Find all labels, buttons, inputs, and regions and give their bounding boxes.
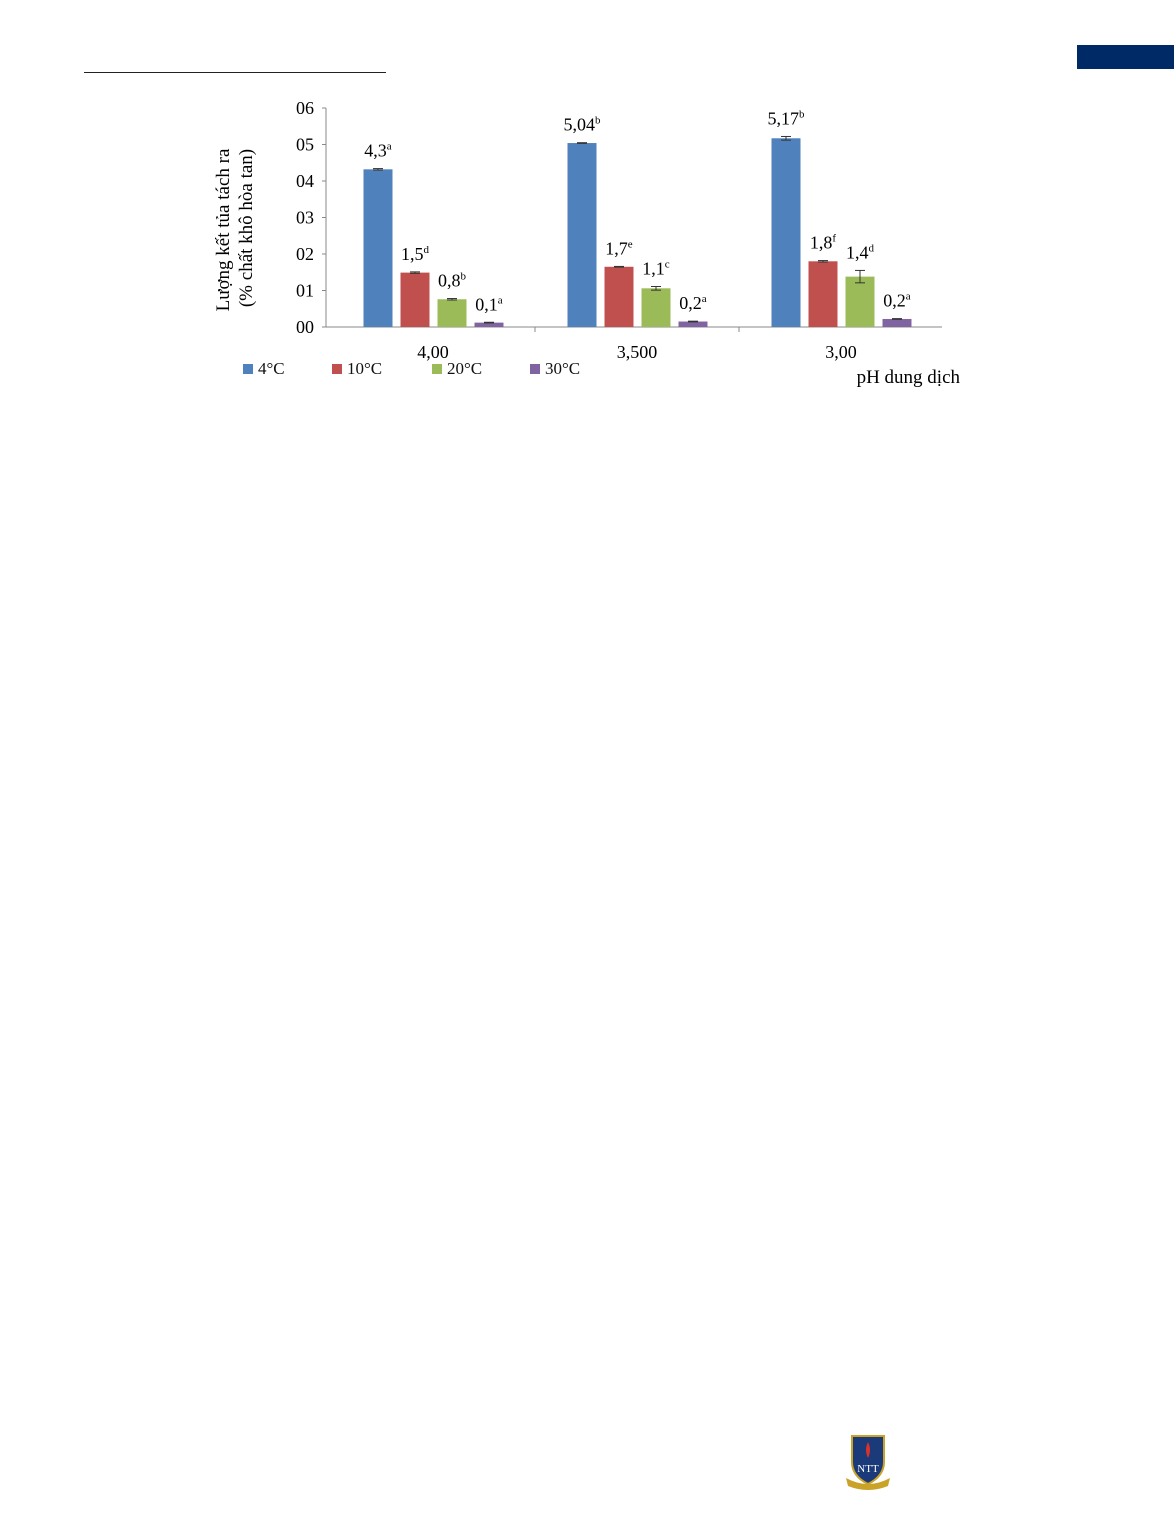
data-label: 1,1c — [642, 258, 670, 278]
legend-item-10c: 10°C — [332, 358, 382, 380]
bar — [437, 299, 467, 327]
y-tick-label: 02 — [296, 244, 314, 264]
data-label-significance: a — [387, 141, 392, 153]
bar — [604, 266, 634, 327]
y-tick-label: 03 — [296, 208, 314, 228]
data-label-significance: d — [869, 242, 875, 254]
data-label-value: 0,2 — [883, 291, 906, 311]
data-label: 0,8b — [438, 271, 467, 291]
legend-item-4c: 4°C — [243, 358, 285, 380]
bar — [474, 322, 504, 327]
data-label-significance: a — [702, 293, 707, 305]
data-label-value: 0,2 — [679, 293, 702, 313]
data-label: 1,4d — [846, 242, 875, 262]
bar — [808, 261, 838, 327]
y-axis-label: Lượng kết tủa tách ra — [213, 148, 234, 311]
data-label-significance: b — [799, 108, 805, 120]
data-label-value: 1,4 — [846, 242, 869, 262]
data-label-significance: a — [906, 291, 911, 303]
legend-item-20c: 20°C — [432, 358, 482, 380]
legend-swatch — [530, 364, 540, 374]
data-label: 0,2a — [883, 291, 911, 311]
x-tick-label: 3,500 — [617, 342, 658, 362]
data-label-value: 5,04 — [564, 115, 596, 135]
bar — [363, 169, 393, 327]
data-label-significance: c — [665, 258, 670, 270]
bar — [771, 138, 801, 327]
data-label-significance: e — [628, 238, 633, 250]
chart-data-labels: 4,3a1,5d0,8b0,1a5,04b1,7e1,1c0,2a5,17b1,… — [364, 108, 911, 314]
data-label-significance: a — [498, 294, 503, 306]
data-label-value: 4,3 — [364, 141, 387, 161]
data-label: 0,1a — [475, 294, 503, 314]
y-tick-label: 04 — [296, 171, 314, 191]
y-axis-label-unit: (% chất khô hòa tan) — [236, 149, 257, 307]
x-tick-label: 4,00 — [417, 342, 449, 362]
legend-label: 4°C — [258, 359, 285, 378]
svg-text:NTT: NTT — [857, 1463, 879, 1475]
data-label-value: 0,1 — [475, 294, 498, 314]
data-label-value: 5,17 — [768, 108, 800, 128]
x-axis-label: pH dung dịch — [857, 367, 961, 388]
data-label-significance: f — [832, 233, 836, 245]
y-tick-label: 06 — [296, 98, 314, 118]
data-label-significance: d — [424, 244, 430, 256]
data-label: 5,04b — [564, 115, 602, 135]
bar — [678, 321, 708, 327]
university-logo: NTT — [846, 1435, 890, 1490]
legend-swatch — [432, 364, 442, 374]
data-label-significance: b — [595, 115, 601, 127]
bar — [882, 318, 912, 327]
corner-tab — [1077, 45, 1174, 69]
legend-label: 10°C — [347, 359, 383, 378]
legend-swatch — [243, 364, 253, 374]
bar — [567, 143, 597, 327]
legend-label: 20°C — [447, 359, 483, 378]
data-label: 1,8f — [810, 233, 837, 253]
bar — [641, 288, 671, 327]
data-label-significance: b — [461, 271, 467, 283]
data-label: 1,5d — [401, 244, 430, 264]
data-label-value: 1,5 — [401, 244, 424, 264]
legend-swatch — [332, 364, 342, 374]
data-label: 1,7e — [605, 238, 633, 258]
data-label: 4,3a — [364, 141, 392, 161]
legend-label: 30°C — [545, 359, 581, 378]
legend-item-30c: 30°C — [530, 358, 580, 380]
y-tick-label: 01 — [296, 281, 314, 301]
header-rule — [84, 72, 386, 73]
y-tick-label: 05 — [296, 135, 314, 155]
bar — [400, 272, 430, 327]
data-label-value: 1,1 — [642, 258, 665, 278]
y-tick-label: 00 — [296, 317, 314, 337]
data-label-value: 1,7 — [605, 238, 628, 258]
data-label-value: 1,8 — [810, 233, 833, 253]
x-tick-label: 3,00 — [825, 342, 857, 362]
data-label: 0,2a — [679, 293, 707, 313]
bar — [845, 276, 875, 327]
data-label-value: 0,8 — [438, 271, 461, 291]
data-label: 5,17b — [768, 108, 806, 128]
chart-bars — [363, 135, 912, 327]
